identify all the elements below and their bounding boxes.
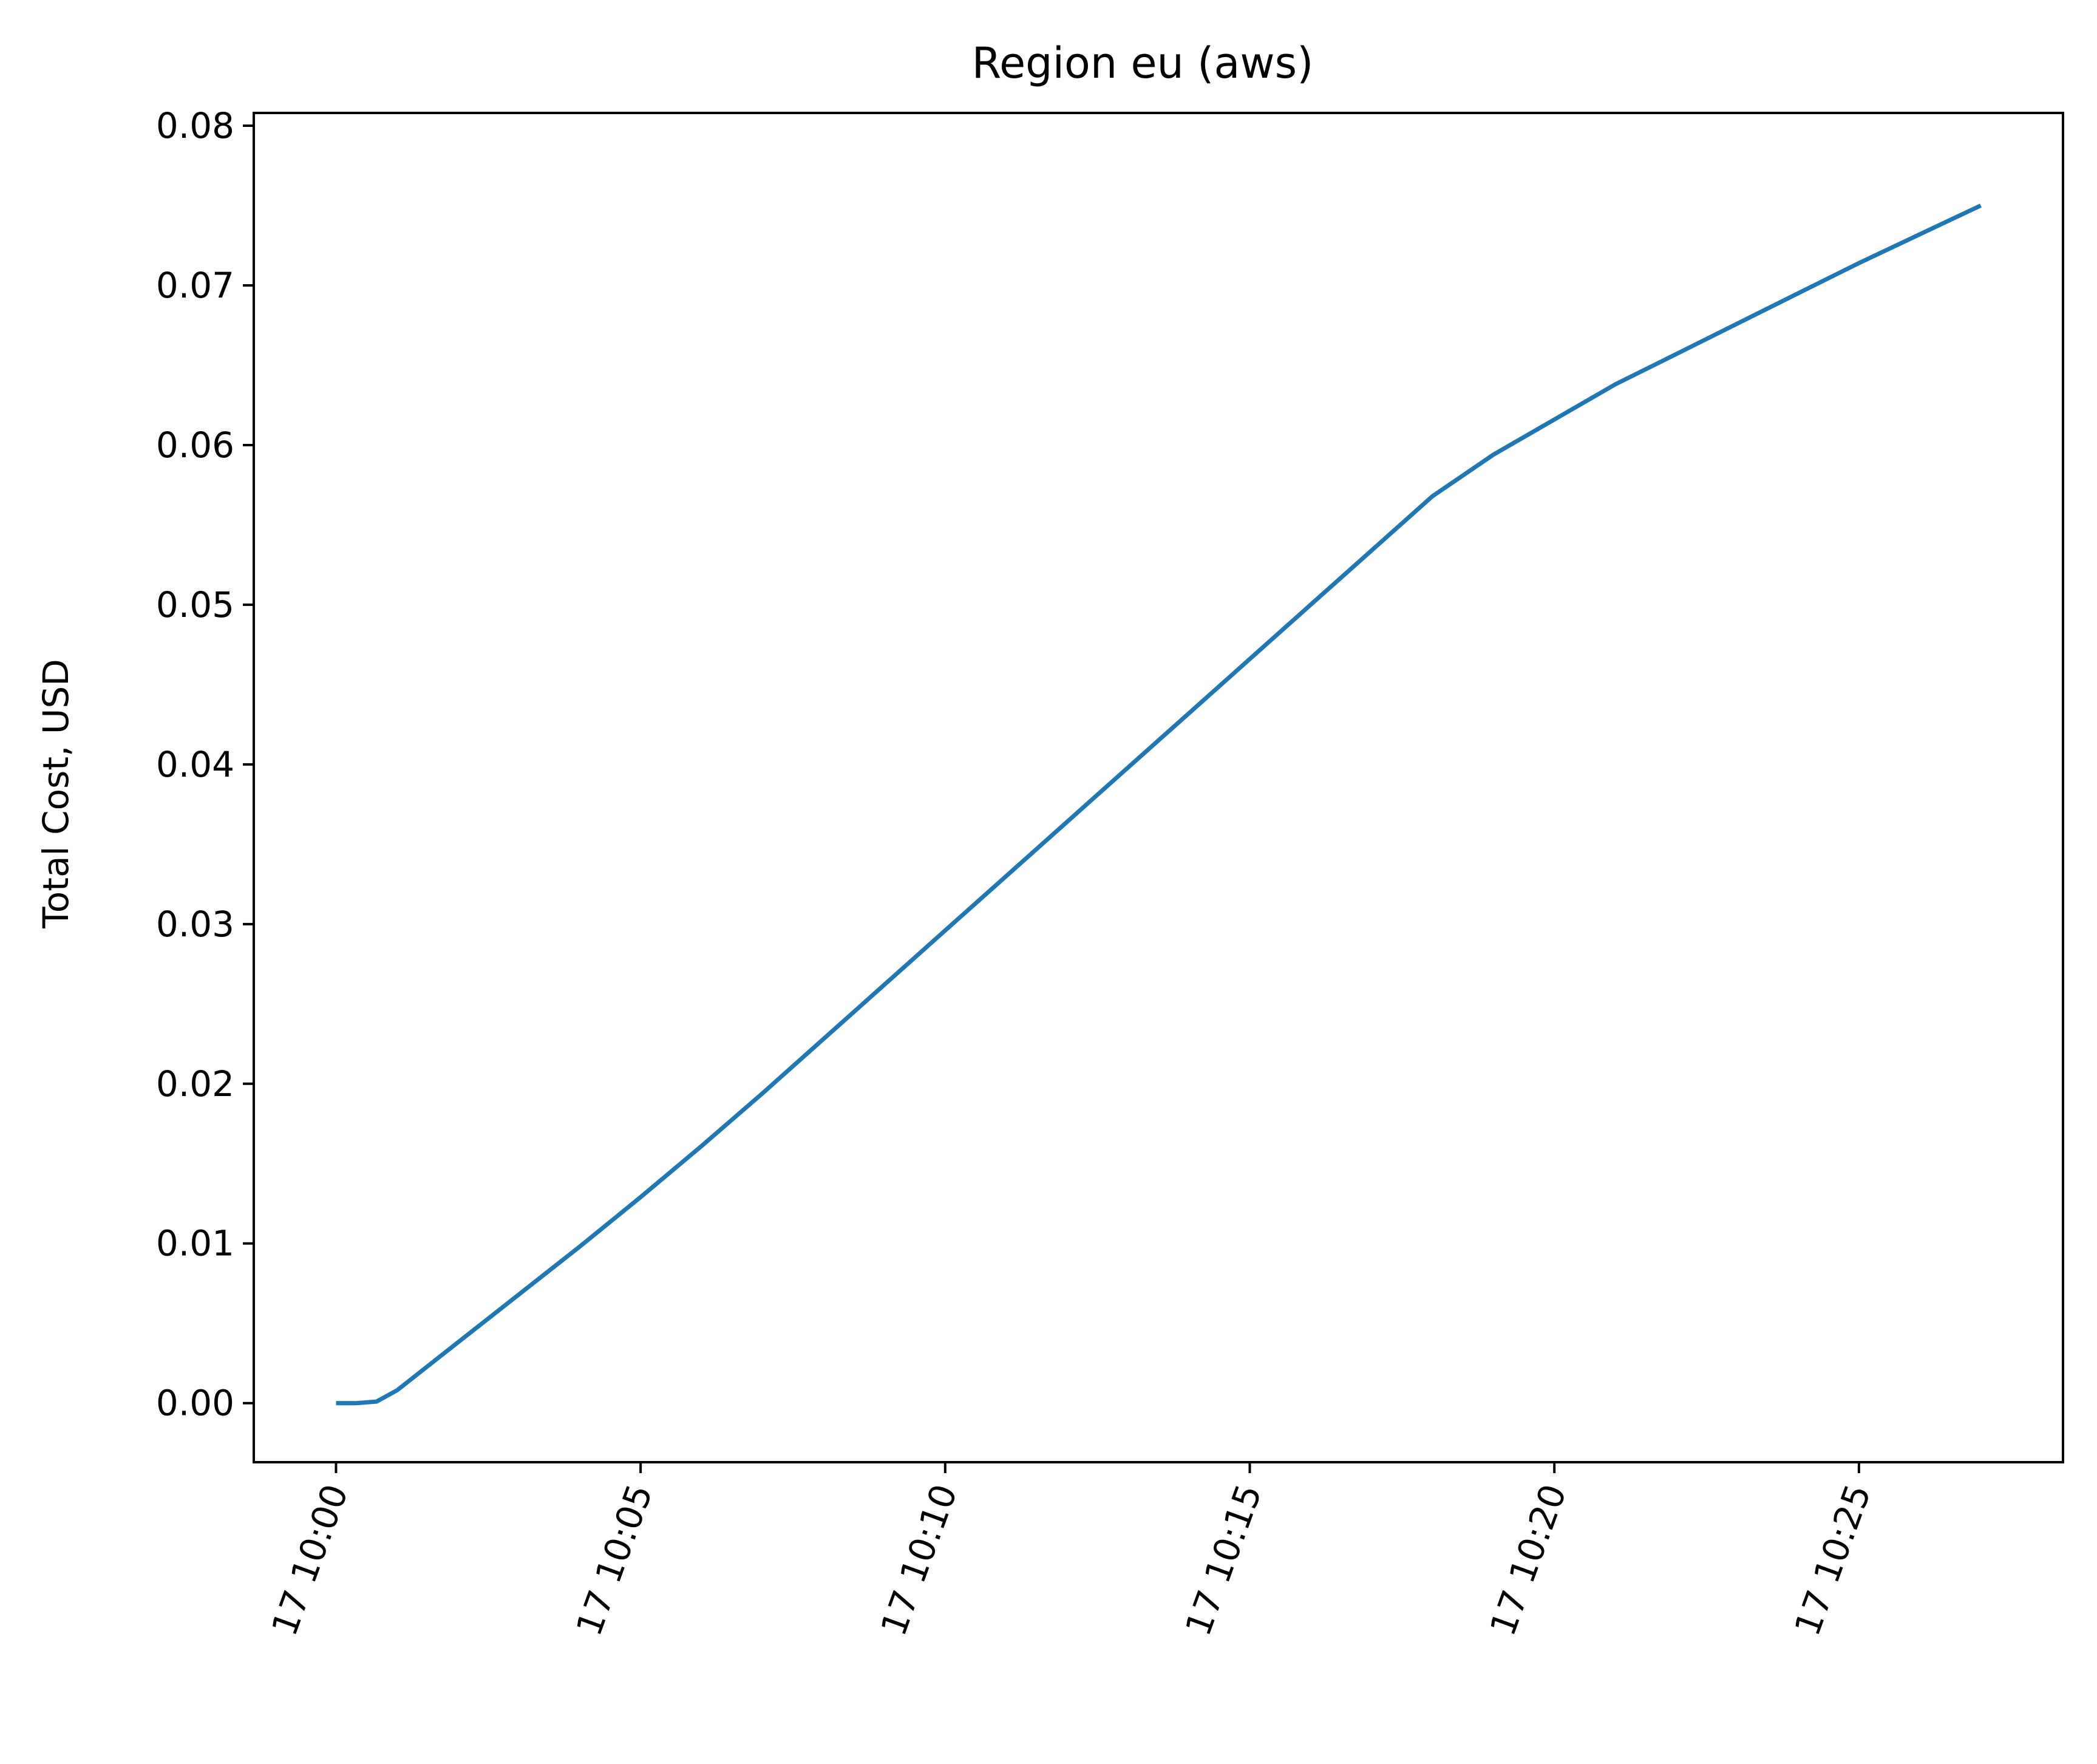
y-axis: 0.00 0.01 0.02 0.03 0.04 0.05 0.06 0.07 0.08 (156, 105, 254, 1424)
plot-frame (253, 112, 2064, 1463)
y-tick-label: 0.08 (156, 105, 234, 146)
chart-title: Region eu (aws) (972, 38, 1314, 88)
y-tick-label: 0.01 (156, 1223, 234, 1264)
y-tick-label: 0.05 (156, 584, 234, 625)
y-axis-label: Total Cost, USD (35, 659, 76, 929)
y-tick-label: 0.03 (156, 904, 234, 945)
y-tick-label: 0.00 (156, 1383, 234, 1424)
y-tick-label: 0.04 (156, 744, 234, 785)
plot-area (336, 203, 1982, 1406)
y-tick-label: 0.02 (156, 1063, 234, 1105)
y-tick-label: 0.06 (156, 424, 234, 466)
y-tick-label: 0.07 (156, 265, 234, 306)
series-line (336, 203, 1982, 1406)
